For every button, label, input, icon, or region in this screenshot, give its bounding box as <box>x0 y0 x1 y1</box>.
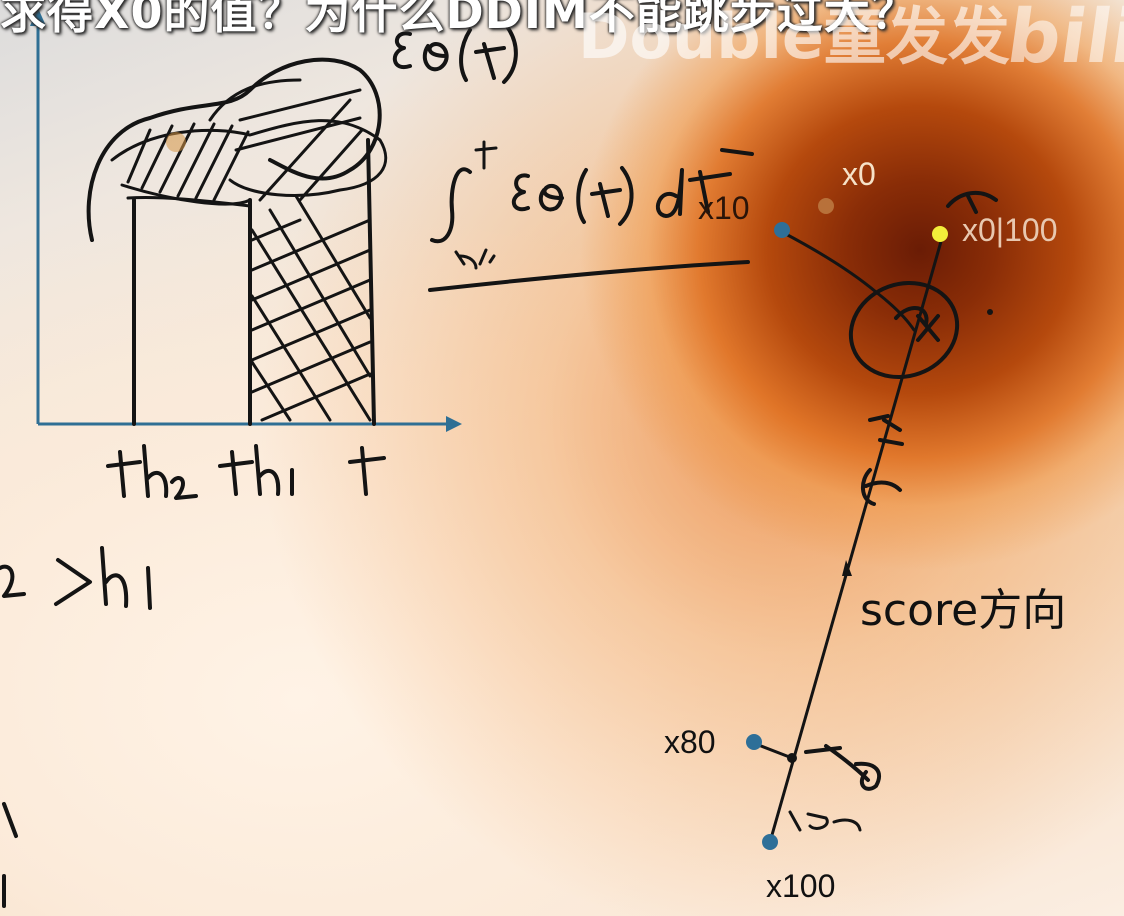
point-x80 <box>746 734 762 750</box>
point-x0 <box>818 198 834 214</box>
area-bar-th2 <box>126 122 252 426</box>
point-x0-given-100 <box>932 226 948 242</box>
label-x100: x100 <box>766 868 836 904</box>
point-x10 <box>774 222 790 238</box>
trajectory-points <box>746 198 948 850</box>
label-score-direction: score方向 <box>860 585 1067 636</box>
video-caption: 求得X0的值？为什么DDIM不能跳步过大？ <box>0 0 918 39</box>
label-x0-given-100: x0|100 <box>962 212 1058 248</box>
trajectory <box>754 190 998 844</box>
label-x10: x10 <box>698 190 750 226</box>
handwriting-h2-gt-h1 <box>0 546 152 908</box>
y-axis-arrow-icon <box>30 8 46 26</box>
label-x80: x80 <box>664 724 716 760</box>
handwriting-integral <box>428 140 754 292</box>
graph-axes <box>30 8 462 432</box>
area-bar-th1-t <box>234 88 376 426</box>
faint-marker-dot <box>166 132 186 152</box>
handwriting-axis-ticks <box>106 444 386 500</box>
label-x0: x0 <box>842 156 876 192</box>
bilibili-logo-icon: bili <box>1001 0 1124 80</box>
point-x100 <box>762 834 778 850</box>
x-axis-arrow-icon <box>446 416 462 432</box>
score-direction-arrow-icon <box>842 560 852 576</box>
handwriting-epsilon-theta-t <box>393 26 518 84</box>
score-direction-line <box>768 236 944 844</box>
channel-watermark: Double童发发 <box>578 0 1010 73</box>
convergence-circle <box>848 280 960 380</box>
